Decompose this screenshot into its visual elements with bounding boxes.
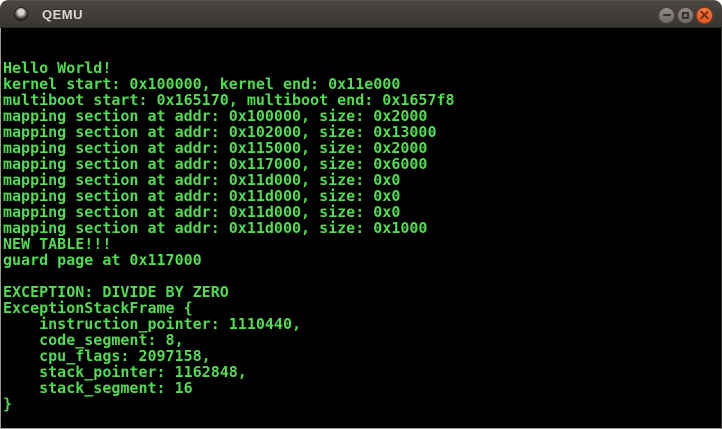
console-line: stack_segment: 16 xyxy=(3,379,193,397)
console-line: mapping section at addr: 0x11d000, size:… xyxy=(3,171,401,189)
console-line xyxy=(3,412,721,428)
maximize-button[interactable] xyxy=(677,6,694,24)
console-line: mapping section at addr: 0x102000, size:… xyxy=(3,123,437,141)
console-line: kernel start: 0x100000, kernel end: 0x11… xyxy=(3,75,401,93)
minimize-icon xyxy=(662,14,671,16)
titlebar[interactable]: QEMU xyxy=(0,0,722,28)
window-controls xyxy=(658,1,713,29)
maximize-icon xyxy=(682,11,689,19)
console-line xyxy=(3,28,721,44)
console-line: } xyxy=(3,395,13,413)
qemu-app-icon xyxy=(14,7,28,21)
console-line: instruction_pointer: 1110440, xyxy=(3,315,302,333)
minimize-button[interactable] xyxy=(658,6,675,24)
console-line: mapping section at addr: 0x100000, size:… xyxy=(3,107,428,125)
console-line: code_segment: 8, xyxy=(3,331,184,349)
console-line: cpu_flags: 2097158, xyxy=(3,347,211,365)
console-line: stack_pointer: 1162848, xyxy=(3,363,247,381)
console-line: mapping section at addr: 0x115000, size:… xyxy=(3,139,428,157)
console-line: Hello World! xyxy=(3,59,112,77)
close-button[interactable] xyxy=(696,6,713,24)
console-line xyxy=(3,44,721,60)
console-line: multiboot start: 0x165170, multiboot end… xyxy=(3,91,455,109)
console-line: ExceptionStackFrame { xyxy=(3,299,193,317)
console-line: EXCEPTION: DIVIDE BY ZERO xyxy=(3,283,229,301)
window-title: QEMU xyxy=(42,6,83,22)
console-line: guard page at 0x117000 xyxy=(3,251,202,269)
console-line: mapping section at addr: 0x117000, size:… xyxy=(3,155,428,173)
console-line: mapping section at addr: 0x11d000, size:… xyxy=(3,203,401,221)
vga-console-display[interactable]: Hello World! kernel start: 0x100000, ker… xyxy=(0,28,722,429)
console-line: mapping section at addr: 0x11d000, size:… xyxy=(3,187,401,205)
console-line: NEW TABLE!!! xyxy=(3,235,112,253)
console-line: mapping section at addr: 0x11d000, size:… xyxy=(3,219,428,237)
console-line xyxy=(3,268,721,284)
close-icon xyxy=(700,11,709,20)
